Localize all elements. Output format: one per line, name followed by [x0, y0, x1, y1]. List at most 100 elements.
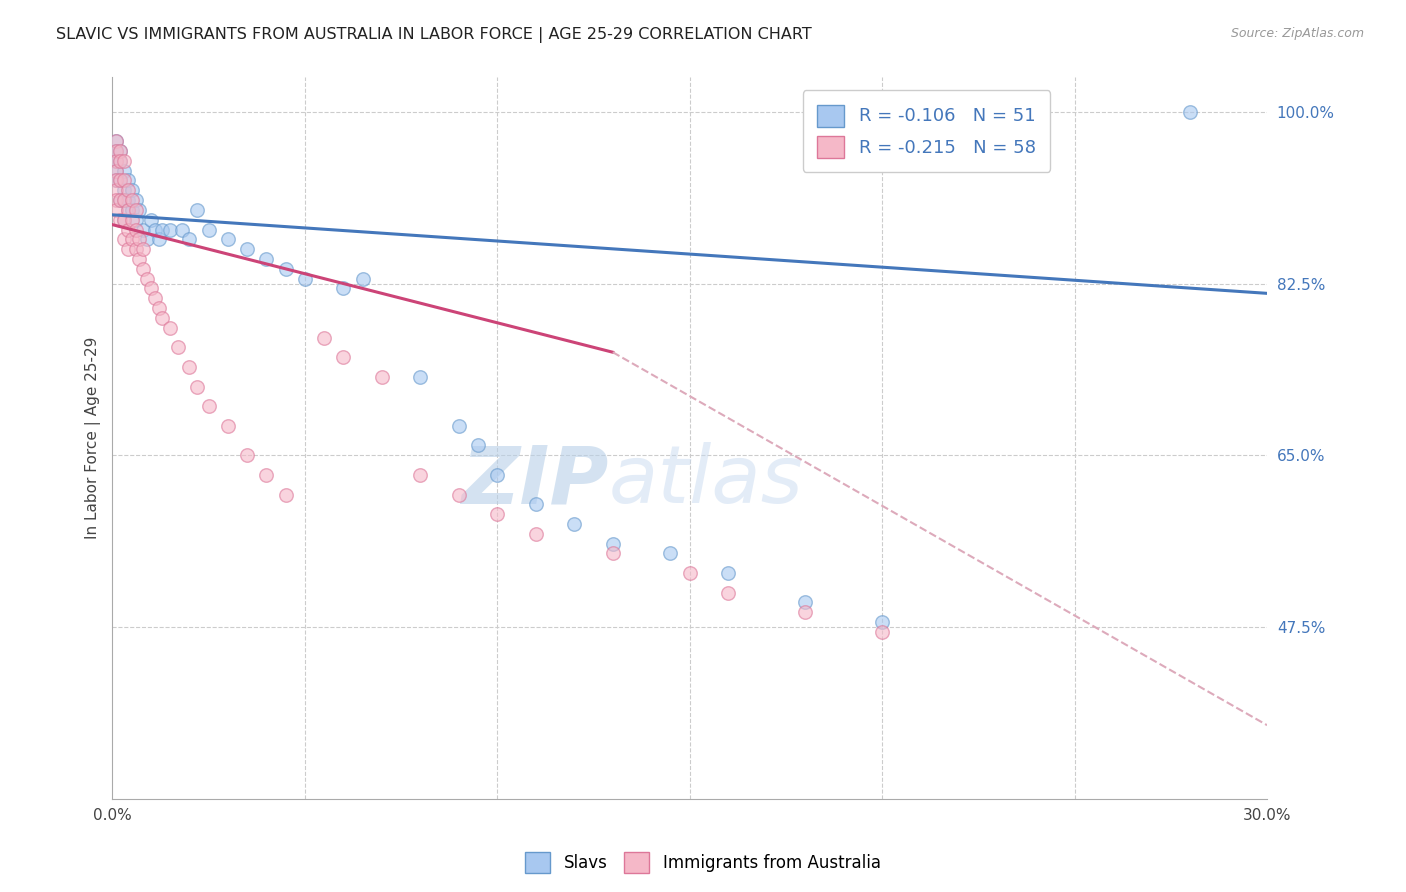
Point [159, 222, 181, 236]
Point [108, 144, 131, 158]
Point [159, 320, 181, 334]
Point [121, 202, 143, 217]
Point [117, 202, 139, 217]
Point [112, 163, 135, 178]
Point [602, 536, 624, 550]
Point [486, 507, 509, 521]
Y-axis label: In Labor Force | Age 25-29: In Labor Force | Age 25-29 [86, 337, 101, 540]
Point [112, 193, 135, 207]
Point [117, 193, 139, 207]
Point [236, 448, 259, 462]
Point [1178, 104, 1201, 119]
Point [136, 232, 159, 246]
Point [117, 183, 139, 197]
Point [179, 359, 201, 374]
Point [128, 232, 150, 246]
Point [217, 232, 239, 246]
Point [124, 202, 146, 217]
Point [294, 271, 316, 285]
Point [679, 566, 702, 580]
Point [659, 546, 682, 560]
Point [179, 232, 201, 246]
Point [139, 281, 162, 295]
Point [108, 153, 131, 168]
Point [136, 271, 159, 285]
Point [124, 222, 146, 236]
Point [105, 173, 128, 187]
Point [112, 153, 135, 168]
Point [197, 222, 219, 236]
Point [602, 546, 624, 560]
Point [143, 291, 166, 305]
Point [274, 487, 297, 501]
Point [105, 173, 128, 187]
Point [108, 212, 131, 227]
Point [112, 232, 135, 246]
Point [105, 153, 128, 168]
Point [105, 163, 128, 178]
Point [486, 467, 509, 482]
Point [105, 134, 128, 148]
Point [117, 242, 139, 256]
Point [105, 183, 128, 197]
Point [105, 202, 128, 217]
Point [870, 624, 893, 639]
Point [148, 301, 170, 315]
Point [186, 379, 208, 393]
Point [314, 330, 336, 344]
Point [108, 153, 131, 168]
Point [105, 163, 128, 178]
Point [108, 173, 131, 187]
Point [562, 516, 585, 531]
Text: Source: ZipAtlas.com: Source: ZipAtlas.com [1230, 27, 1364, 40]
Point [132, 242, 155, 256]
Point [112, 193, 135, 207]
Point [352, 271, 374, 285]
Point [148, 232, 170, 246]
Text: atlas: atlas [609, 442, 804, 520]
Point [108, 193, 131, 207]
Point [794, 605, 817, 619]
Point [124, 242, 146, 256]
Point [108, 173, 131, 187]
Point [524, 526, 547, 541]
Point [152, 222, 174, 236]
Point [717, 566, 740, 580]
Point [112, 183, 135, 197]
Point [105, 153, 128, 168]
Point [105, 144, 128, 158]
Point [105, 134, 128, 148]
Point [108, 144, 131, 158]
Point [128, 252, 150, 266]
Point [332, 350, 354, 364]
Legend: R = -0.106   N = 51, R = -0.215   N = 58: R = -0.106 N = 51, R = -0.215 N = 58 [803, 90, 1050, 172]
Point [121, 183, 143, 197]
Point [186, 202, 208, 217]
Point [105, 144, 128, 158]
Point [108, 193, 131, 207]
Point [409, 467, 432, 482]
Point [170, 222, 193, 236]
Point [117, 222, 139, 236]
Point [117, 202, 139, 217]
Point [197, 399, 219, 413]
Point [152, 310, 174, 325]
Text: ZIP: ZIP [461, 442, 609, 520]
Point [124, 193, 146, 207]
Point [121, 232, 143, 246]
Point [794, 595, 817, 609]
Point [132, 222, 155, 236]
Legend: Slavs, Immigrants from Australia: Slavs, Immigrants from Australia [519, 846, 887, 880]
Point [121, 212, 143, 227]
Point [112, 212, 135, 227]
Point [132, 261, 155, 276]
Point [139, 212, 162, 227]
Point [467, 438, 489, 452]
Point [447, 418, 470, 433]
Point [124, 212, 146, 227]
Point [409, 369, 432, 384]
Point [236, 242, 259, 256]
Point [112, 212, 135, 227]
Point [254, 252, 277, 266]
Point [143, 222, 166, 236]
